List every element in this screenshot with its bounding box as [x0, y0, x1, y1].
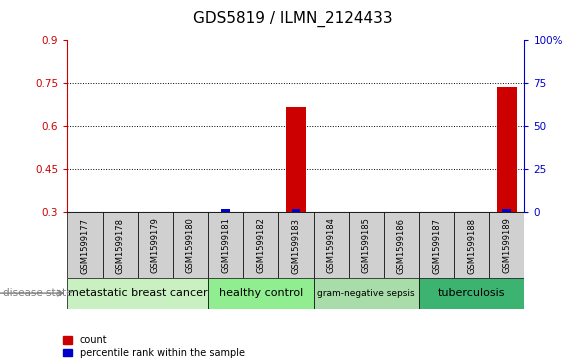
FancyBboxPatch shape — [419, 278, 524, 309]
Text: metastatic breast cancer: metastatic breast cancer — [68, 288, 207, 298]
FancyBboxPatch shape — [208, 212, 243, 278]
Text: GSM1599179: GSM1599179 — [151, 217, 160, 273]
Text: GSM1599186: GSM1599186 — [397, 217, 406, 274]
Text: tuberculosis: tuberculosis — [438, 288, 506, 298]
Bar — [292, 209, 301, 212]
FancyBboxPatch shape — [454, 212, 489, 278]
Text: GSM1599187: GSM1599187 — [432, 217, 441, 274]
Bar — [286, 107, 306, 298]
FancyBboxPatch shape — [384, 212, 419, 278]
FancyBboxPatch shape — [314, 278, 419, 309]
FancyBboxPatch shape — [489, 212, 524, 278]
Bar — [503, 209, 511, 212]
FancyBboxPatch shape — [103, 212, 138, 278]
Bar — [222, 209, 230, 212]
Text: GSM1599181: GSM1599181 — [221, 217, 230, 273]
FancyBboxPatch shape — [67, 212, 103, 278]
FancyBboxPatch shape — [278, 212, 314, 278]
FancyBboxPatch shape — [138, 212, 173, 278]
FancyBboxPatch shape — [67, 278, 208, 309]
FancyBboxPatch shape — [314, 212, 349, 278]
Text: gram-negative sepsis: gram-negative sepsis — [318, 289, 415, 298]
Legend: count, percentile rank within the sample: count, percentile rank within the sample — [63, 335, 245, 358]
FancyBboxPatch shape — [419, 212, 454, 278]
FancyBboxPatch shape — [208, 278, 314, 309]
Text: GSM1599183: GSM1599183 — [291, 217, 301, 274]
Text: GSM1599189: GSM1599189 — [502, 217, 512, 273]
Bar — [497, 87, 517, 298]
FancyBboxPatch shape — [243, 212, 278, 278]
FancyBboxPatch shape — [173, 212, 208, 278]
Text: GSM1599188: GSM1599188 — [467, 217, 476, 274]
Text: GSM1599182: GSM1599182 — [256, 217, 265, 273]
Text: GSM1599184: GSM1599184 — [326, 217, 336, 273]
FancyBboxPatch shape — [349, 212, 384, 278]
Text: GSM1599180: GSM1599180 — [186, 217, 195, 273]
Text: GSM1599185: GSM1599185 — [362, 217, 371, 273]
Text: healthy control: healthy control — [219, 288, 303, 298]
Text: disease state: disease state — [3, 288, 73, 298]
Text: GSM1599177: GSM1599177 — [80, 217, 90, 274]
Text: GSM1599178: GSM1599178 — [115, 217, 125, 274]
Text: GDS5819 / ILMN_2124433: GDS5819 / ILMN_2124433 — [193, 11, 393, 27]
